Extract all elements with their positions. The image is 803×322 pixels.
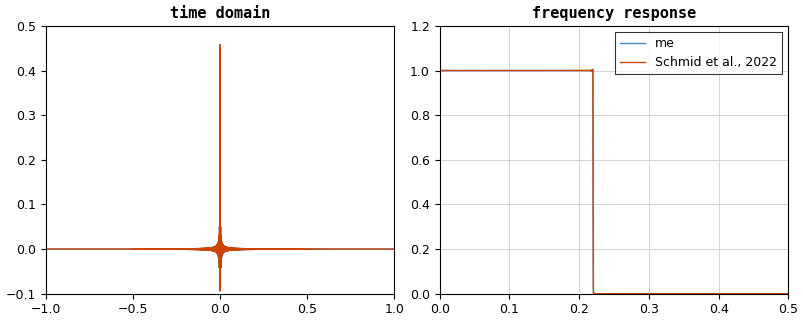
me: [783, 292, 793, 296]
me: [500, 69, 510, 72]
me: [622, 292, 631, 296]
Schmid et al., 2022: [434, 69, 444, 72]
Schmid et al., 2022: [500, 69, 510, 72]
Schmid et al., 2022: [735, 292, 744, 296]
me: [587, 67, 597, 71]
Title: frequency response: frequency response: [532, 5, 695, 21]
me: [506, 69, 516, 72]
me: [434, 69, 444, 72]
me: [590, 292, 600, 296]
Title: time domain: time domain: [169, 5, 270, 21]
me: [772, 292, 781, 296]
Schmid et al., 2022: [587, 68, 597, 72]
Schmid et al., 2022: [506, 69, 516, 72]
Schmid et al., 2022: [591, 292, 601, 296]
Schmid et al., 2022: [590, 292, 600, 296]
Legend: me, Schmid et al., 2022: me, Schmid et al., 2022: [614, 32, 781, 74]
me: [591, 292, 601, 296]
me: [735, 292, 744, 296]
Line: Schmid et al., 2022: Schmid et al., 2022: [439, 70, 788, 294]
Schmid et al., 2022: [783, 292, 793, 296]
Line: me: me: [439, 69, 788, 294]
Schmid et al., 2022: [772, 292, 781, 296]
Schmid et al., 2022: [622, 292, 631, 296]
